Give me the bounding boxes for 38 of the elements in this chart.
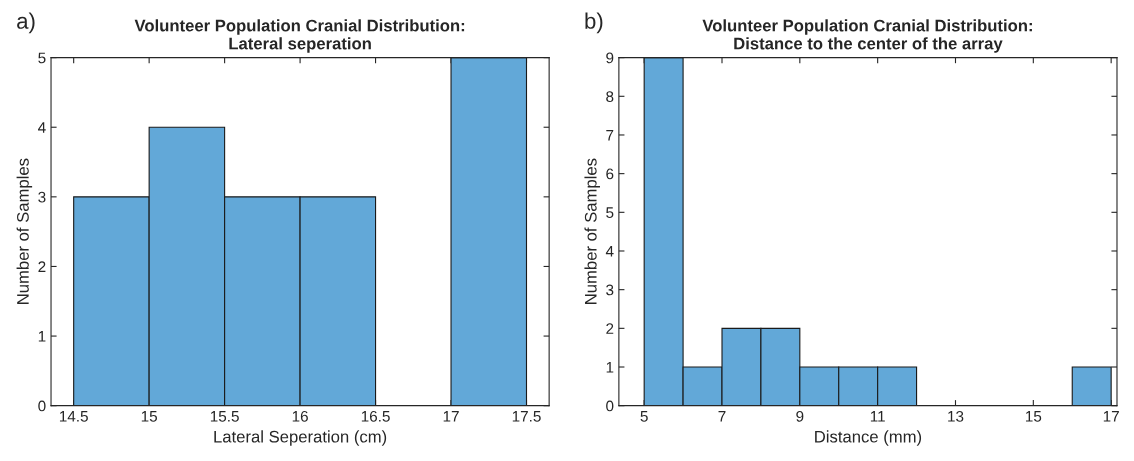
y-tick-label: 9 <box>606 52 614 64</box>
x-tick-label: 11 <box>870 411 885 422</box>
x-tick-label: 17.5 <box>512 411 541 422</box>
x-axis-title: Distance (mm) <box>815 430 922 446</box>
text: a) <box>17 12 35 34</box>
x-tick-label: 16.5 <box>361 410 390 422</box>
x-tick-label: 13 <box>948 410 964 422</box>
y-tick-label: 5 <box>38 52 46 64</box>
y-tick-label: 7 <box>606 130 614 141</box>
text: b) <box>585 12 603 34</box>
x-tick-label: 17 <box>443 411 459 422</box>
y-tick-label: 5 <box>606 207 614 218</box>
x-axis-title: Lateral Seperation (cm) <box>214 430 387 446</box>
chart-title: Volunteer Population Cranial Distribution: Distance to the center of the array <box>702 19 1032 53</box>
x-tick-label: 14.5 <box>59 411 88 422</box>
y-axis-title: Number of Samples <box>16 158 33 304</box>
y-tick-label: 3 <box>606 284 614 296</box>
x-tick-label: 7 <box>718 411 726 422</box>
y-tick-label: 2 <box>38 261 46 272</box>
y-tick-label: 4 <box>38 122 46 133</box>
y-tick-label: 8 <box>606 91 614 102</box>
chart-title: Volunteer Population Cranial Distribution: Lateral seperation <box>134 19 465 53</box>
x-tick-label: 9 <box>796 410 804 422</box>
x-tick-label: 5 <box>640 411 648 422</box>
y-tick-label: 1 <box>38 331 46 342</box>
y-tick-label: 2 <box>606 323 614 334</box>
y-axis-title: Number of Samples <box>584 158 600 304</box>
x-tick-label: 16 <box>292 410 308 422</box>
y-tick-label: 1 <box>606 362 614 373</box>
x-tick-label: 15 <box>1025 411 1042 422</box>
y-tick-label: 6 <box>606 168 614 180</box>
x-tick-label: 15 <box>141 411 157 422</box>
y-tick-label: 4 <box>605 246 614 257</box>
y-tick-label: 0 <box>606 400 614 412</box>
y-tick-label: 0 <box>38 400 46 412</box>
x-tick-label: 17 <box>1103 411 1119 422</box>
x-tick-label: 15.5 <box>210 411 239 422</box>
y-tick-label: 3 <box>38 191 46 203</box>
